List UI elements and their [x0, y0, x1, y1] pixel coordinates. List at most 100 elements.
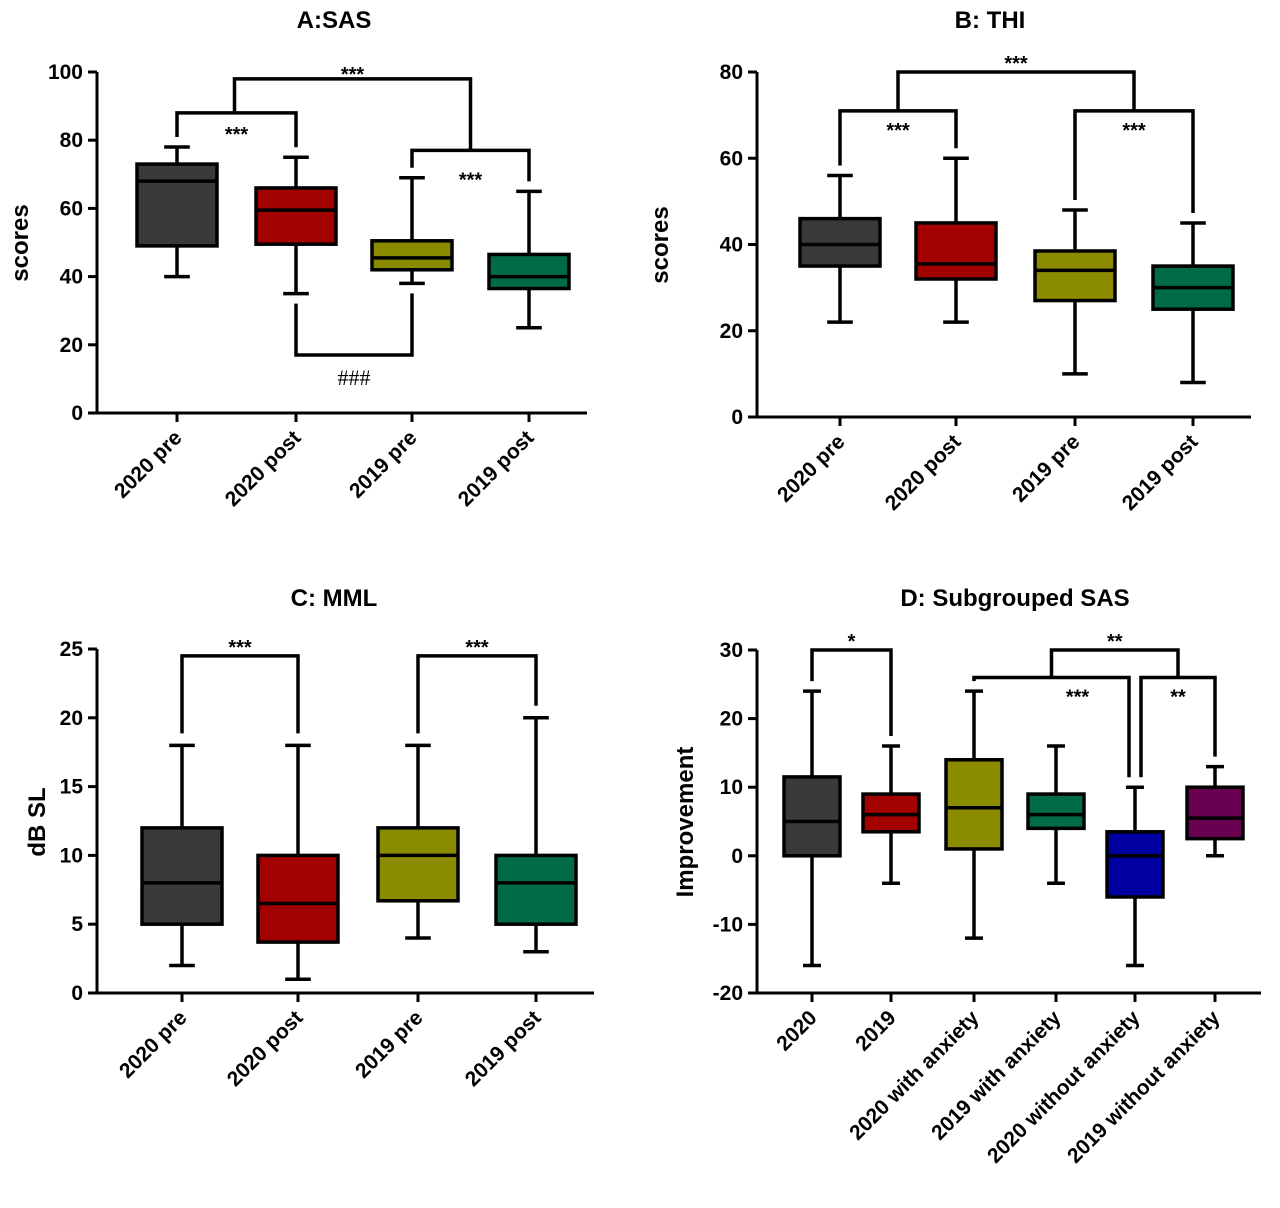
significance-label: *: [848, 631, 856, 653]
y-tick-label: 20: [60, 707, 83, 730]
y-tick-label: 30: [720, 639, 743, 662]
significance-bracket: [175, 111, 298, 148]
y-axis-label: scores: [7, 204, 34, 281]
significance-brackets: *** *** ***: [838, 53, 1195, 213]
y-tick-label: 60: [60, 197, 83, 220]
iqr-box: [1026, 792, 1086, 831]
y-tick-label: 40: [720, 234, 743, 257]
box-1: 2020 post: [881, 156, 998, 515]
x-tick-label: 2020 pre: [110, 426, 187, 503]
significance-label: ***: [228, 637, 252, 659]
significance-label: ***: [1004, 53, 1028, 75]
y-axis-label: dB SL: [24, 787, 51, 856]
chart-title: B: THI: [955, 7, 1026, 34]
y-tick-label: 20: [720, 708, 743, 731]
significance-label: ***: [225, 124, 249, 146]
iqr-box: [782, 775, 842, 858]
iqr-box: [798, 216, 882, 268]
significance-label: ***: [341, 64, 365, 86]
box-2: 2019 pre: [351, 743, 460, 1083]
significance-label: ***: [465, 637, 489, 659]
significance-bracket: [896, 70, 1136, 111]
significance-brackets: *** ***: [180, 637, 538, 734]
significance-bracket: [838, 109, 958, 166]
significance-label: ***: [1122, 120, 1146, 142]
y-tick-label: 0: [731, 406, 743, 429]
x-tick-label: 2019 pre: [345, 426, 422, 503]
iqr-box: [1033, 249, 1117, 303]
y-tick-label: 0: [731, 845, 743, 868]
chart-title: D: Subgrouped SAS: [900, 585, 1129, 612]
box-3: 2019 post: [461, 716, 578, 1091]
box-0: 2020 pre: [110, 145, 219, 503]
iqr-box: [256, 853, 340, 944]
iqr-box: [944, 758, 1004, 851]
x-tick-label: 2020 pre: [773, 430, 850, 507]
box-1: 2020 post: [221, 155, 338, 511]
y-tick-label: -10: [713, 913, 743, 936]
x-tick-label: 2019 post: [1118, 430, 1203, 515]
y-tick-label: 100: [48, 61, 83, 84]
significance-bracket: [180, 654, 300, 734]
significance-bracket: [416, 654, 538, 734]
y-tick-label: 80: [60, 129, 83, 152]
significance-bracket: [294, 293, 414, 357]
y-tick-label: 10: [720, 776, 743, 799]
y-tick-label: 60: [720, 147, 743, 170]
box-1: 2019: [851, 744, 921, 1056]
significance-label: ***: [1066, 686, 1090, 708]
significance-brackets: ********: [810, 631, 1217, 778]
x-tick-label: 2020: [772, 1006, 821, 1055]
x-tick-label: 2020 without anxiety: [983, 1006, 1145, 1168]
x-tick-label: 2019: [851, 1006, 900, 1055]
significance-bracket: [232, 77, 473, 151]
iqr-box: [1105, 830, 1165, 899]
significance-bracket: [810, 648, 893, 737]
iqr-box: [370, 239, 454, 272]
y-tick-label: 5: [71, 913, 83, 936]
x-tick-label: 2019 pre: [1008, 430, 1085, 507]
x-tick-label: 2019 without anxiety: [1063, 1006, 1225, 1168]
significance-brackets: *** *** *** ###: [175, 64, 531, 390]
x-tick-label: 2020 post: [881, 430, 966, 515]
iqr-box: [914, 221, 998, 281]
panel-a: A:SAS scores 0 20 40 60 80 100 2020 pre 2020 post…: [7, 7, 587, 511]
y-axis-label: Improvement: [672, 747, 699, 898]
x-tick-label: 2019 post: [454, 426, 539, 511]
iqr-box: [140, 826, 224, 926]
box-2: 2019 pre: [345, 175, 454, 503]
panel-b: B: THI scores 0 20 40 60 80 2020 pre 2020 post 20…: [647, 7, 1251, 515]
y-tick-label: 20: [60, 334, 83, 357]
significance-label: ***: [886, 120, 910, 142]
panel-d: D: Subgrouped SAS Improvement -20 -10 0 10 20 3…: [672, 585, 1261, 1168]
y-axis-label: scores: [647, 206, 674, 283]
y-tick-label: 80: [720, 61, 743, 84]
box-3: 2019 post: [454, 189, 571, 511]
iqr-box: [487, 252, 571, 291]
box-0: 2020 pre: [773, 173, 882, 507]
significance-label: ***: [459, 169, 483, 191]
box-1: 2020 post: [223, 743, 340, 1091]
y-tick-label: 40: [60, 266, 83, 289]
iqr-box: [494, 853, 578, 926]
iqr-box: [1185, 785, 1245, 841]
iqr-box: [376, 826, 460, 903]
box-5: 2019 without anxiety: [1063, 764, 1245, 1168]
box-0: 2020: [772, 689, 842, 1056]
box-0: 2020 pre: [115, 743, 224, 1083]
x-tick-label: 2019 post: [461, 1006, 546, 1091]
significance-bracket: [1049, 648, 1180, 678]
chart-title: A:SAS: [297, 7, 372, 34]
significance-label: **: [1170, 686, 1186, 708]
x-tick-label: 2020 post: [221, 426, 306, 511]
y-tick-label: 10: [60, 844, 83, 867]
y-tick-label: 0: [71, 982, 83, 1005]
box-3: 2019 post: [1118, 221, 1235, 515]
x-tick-label: 2019 pre: [351, 1006, 428, 1083]
chart-title: C: MML: [291, 585, 378, 612]
y-tick-label: 0: [71, 402, 83, 425]
significance-bracket: [1073, 109, 1195, 213]
box-2: 2019 pre: [1008, 208, 1117, 507]
y-tick-label: -20: [713, 982, 743, 1005]
significance-label: ###: [338, 365, 371, 390]
